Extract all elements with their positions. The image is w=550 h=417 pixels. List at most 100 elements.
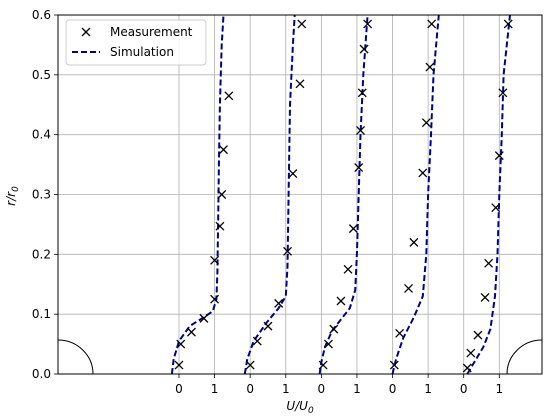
marker-stroke <box>418 168 428 178</box>
measurement-point <box>395 328 405 338</box>
marker-stroke <box>199 313 209 323</box>
marker-stroke <box>297 19 307 29</box>
measurement-point <box>494 151 504 161</box>
marker-stroke <box>274 298 284 308</box>
measurement-point <box>359 44 369 54</box>
measurement-point <box>363 19 373 29</box>
marker-stroke <box>425 62 435 72</box>
measurement-point <box>252 336 262 346</box>
x-tick-label: 0 <box>175 382 183 396</box>
axis-decorations <box>58 339 542 374</box>
marker-stroke <box>357 88 367 98</box>
measurement-point <box>425 62 435 72</box>
x-tick-label: 1 <box>424 382 432 396</box>
measurement-point <box>295 79 305 89</box>
measurement-point <box>480 292 490 302</box>
measurement-point <box>210 255 220 265</box>
x-tick-label: 0 <box>389 382 397 396</box>
measurement-point <box>491 203 501 213</box>
simulation-line <box>466 15 511 374</box>
marker-stroke <box>498 88 508 98</box>
measurement-point <box>219 145 228 155</box>
measurement-point <box>263 321 273 331</box>
marker-stroke <box>494 151 504 161</box>
measurement-point <box>176 339 186 349</box>
marker-stroke <box>356 126 365 135</box>
marker-stroke <box>473 330 483 340</box>
marker-stroke <box>245 360 255 370</box>
marker-stroke <box>484 258 494 268</box>
marker-stroke <box>363 19 373 29</box>
y-tick-label: 0.3 <box>32 188 51 202</box>
measurement-point <box>199 313 209 323</box>
marker-stroke <box>503 19 513 29</box>
x-tick-label: 0 <box>460 382 468 396</box>
marker-stroke <box>324 339 333 349</box>
marker-stroke <box>219 145 228 155</box>
marker-stroke <box>295 79 305 89</box>
marker-stroke <box>409 237 419 247</box>
simulation-line <box>391 15 440 374</box>
measurement-point <box>186 327 196 337</box>
measurement-point <box>245 360 255 370</box>
measurement-point <box>283 246 293 256</box>
marker-stroke <box>174 360 184 370</box>
marker-stroke <box>263 321 273 331</box>
marker-stroke <box>210 294 220 304</box>
measurement-point <box>348 224 358 234</box>
x-axis-label: U/U0 <box>286 399 314 416</box>
x-tick-label: 1 <box>211 382 219 396</box>
measurement-point <box>418 168 428 178</box>
simulation-line <box>170 15 225 374</box>
y-tick-label: 0.5 <box>32 68 51 82</box>
measurement-point <box>274 298 284 308</box>
marker-stroke <box>359 44 369 54</box>
marker-stroke <box>354 163 364 173</box>
y-tick-label: 0.2 <box>32 247 51 261</box>
legend-measurement-label: Measurement <box>110 25 193 39</box>
measurement-point <box>354 163 364 173</box>
marker-stroke <box>480 292 490 302</box>
measurement-point <box>356 126 365 135</box>
marker-stroke <box>186 327 196 337</box>
measurement-point <box>324 339 333 349</box>
measurement-point <box>404 283 414 293</box>
y-tick-label: 0.1 <box>32 307 51 321</box>
marker-stroke <box>348 224 358 234</box>
marker-stroke <box>491 203 501 213</box>
marker-stroke <box>318 360 328 370</box>
x-tick-label: 0 <box>318 382 326 396</box>
marker-stroke <box>224 91 234 101</box>
measurement-point <box>462 363 472 373</box>
measurement-point <box>503 19 513 29</box>
simulation-series <box>170 15 511 374</box>
legend: Measurement Simulation <box>65 19 207 66</box>
measurement-point <box>421 118 431 128</box>
marker-stroke <box>252 336 262 346</box>
marker-stroke <box>404 283 414 293</box>
marker-stroke <box>462 363 472 373</box>
measurement-point <box>427 19 437 29</box>
measurement-point <box>297 19 307 29</box>
measurement-point <box>498 88 508 98</box>
measurement-point <box>210 294 220 304</box>
measurement-point <box>484 258 494 268</box>
marker-stroke <box>427 19 437 29</box>
measurement-point <box>473 330 483 340</box>
measurement-point <box>224 91 234 101</box>
y-axis-ticks: 0.0 0.1 0.2 0.3 0.4 0.5 0.6 <box>32 8 58 381</box>
legend-simulation-label: Simulation <box>110 45 174 59</box>
marker-stroke <box>329 324 339 334</box>
measurement-point <box>174 360 184 370</box>
marker-stroke <box>217 190 227 199</box>
measurement-series <box>174 19 513 373</box>
marker-stroke <box>288 169 298 179</box>
measurement-point <box>318 360 328 370</box>
y-tick-label: 0.6 <box>32 8 51 22</box>
y-tick-label: 0.0 <box>32 367 51 381</box>
marker-stroke <box>389 360 399 370</box>
simulation-line <box>318 15 369 374</box>
measurement-point <box>343 264 353 274</box>
measurement-point <box>329 324 339 334</box>
